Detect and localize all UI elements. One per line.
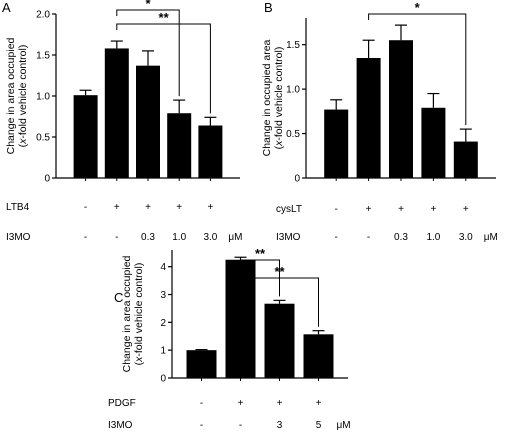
significance-bracket: [240, 277, 319, 327]
bar: [356, 58, 381, 178]
y-tick-label: 0.5: [36, 133, 50, 144]
condition-value: -: [84, 202, 87, 213]
condition-value: -: [115, 232, 118, 243]
significance-marker: **: [255, 246, 266, 261]
significance-marker: **: [159, 10, 170, 25]
bar: [389, 40, 413, 178]
condition-value: 0.3: [394, 232, 408, 243]
bar: [421, 107, 446, 178]
panel-label: B: [264, 0, 273, 15]
condition-value: 3: [277, 420, 283, 431]
condition-value: +: [277, 398, 283, 409]
significance-bracket: [116, 9, 180, 97]
panel-label: A: [2, 0, 11, 15]
y-tick-label: 0: [294, 174, 300, 185]
condition-value: +: [114, 202, 120, 213]
condition-value: -: [239, 420, 242, 431]
condition-value: 1.0: [172, 232, 186, 243]
condition-value: +: [316, 398, 322, 409]
bar: [167, 113, 192, 178]
significance-marker: *: [415, 0, 421, 15]
condition-value: +: [145, 202, 151, 213]
condition-value: -: [84, 232, 87, 243]
y-axis-label: Change in occupied area(x-fold vehicle c…: [261, 39, 285, 156]
significance-marker: *: [145, 0, 151, 11]
panel-a: A 0 0.5 1.0 1.5 2.0 Change in area occupied(x-…: [2, 0, 242, 243]
y-tick-label: 4: [160, 262, 166, 273]
panel-c: C 0 1 2 3 4 Change in area occupied(x-fold veh…: [108, 246, 351, 431]
condition-value: -: [335, 232, 338, 243]
y-tick-label: 1: [160, 346, 166, 357]
condition-label: I3MO: [108, 420, 133, 431]
condition-value: 5: [316, 420, 322, 431]
panel-label: C: [114, 290, 123, 305]
unit-label: μM: [228, 232, 242, 243]
condition-label: PDGF: [108, 398, 136, 409]
condition-value: -: [200, 420, 203, 431]
y-tick-label: 1.5: [286, 40, 300, 51]
y-tick-label: 0: [160, 374, 166, 385]
y-axis-label: Change in area occupied(x-fold vehicle c…: [121, 255, 145, 372]
condition-value: -: [367, 232, 370, 243]
condition-value: +: [430, 204, 436, 215]
condition-label: I3MO: [276, 232, 301, 243]
bar: [186, 350, 217, 378]
y-tick-label: 0.5: [286, 129, 300, 140]
condition-label: cysLT: [276, 204, 302, 215]
significance-bracket: [368, 13, 467, 126]
y-tick-label: 2.0: [36, 10, 50, 21]
condition-value: 1.0: [426, 232, 440, 243]
bar: [303, 334, 334, 378]
significance-bracket: [116, 23, 211, 114]
bar: [324, 109, 349, 178]
y-tick-label: 1.5: [36, 51, 50, 62]
y-tick-label: 0: [44, 174, 50, 185]
unit-label: μM: [484, 232, 498, 243]
condition-value: 3.0: [459, 232, 473, 243]
condition-value: +: [366, 204, 372, 215]
y-axis-label: Change in area occupied(x-fold vehicle c…: [5, 37, 29, 154]
bar: [198, 125, 223, 178]
y-tick-label: 3: [160, 290, 166, 301]
y-tick-label: 1.0: [286, 85, 300, 96]
bar: [225, 259, 256, 378]
y-tick-label: 1.0: [36, 92, 50, 103]
condition-label: I3MO: [6, 232, 31, 243]
condition-value: +: [238, 398, 244, 409]
bar: [136, 65, 160, 178]
significance-marker: **: [274, 264, 285, 279]
condition-value: +: [176, 202, 182, 213]
bar: [104, 48, 129, 178]
unit-label: μM: [337, 420, 351, 431]
bar: [264, 303, 295, 378]
condition-value: 0.3: [141, 232, 155, 243]
condition-value: +: [207, 202, 213, 213]
condition-value: +: [463, 204, 469, 215]
condition-value: +: [398, 204, 404, 215]
bar: [453, 141, 478, 178]
condition-label: LTB4: [6, 202, 30, 213]
bar: [73, 95, 98, 178]
condition-value: -: [200, 398, 203, 409]
condition-value: -: [335, 204, 338, 215]
y-tick-label: 2: [160, 318, 166, 329]
condition-value: 3.0: [203, 232, 217, 243]
